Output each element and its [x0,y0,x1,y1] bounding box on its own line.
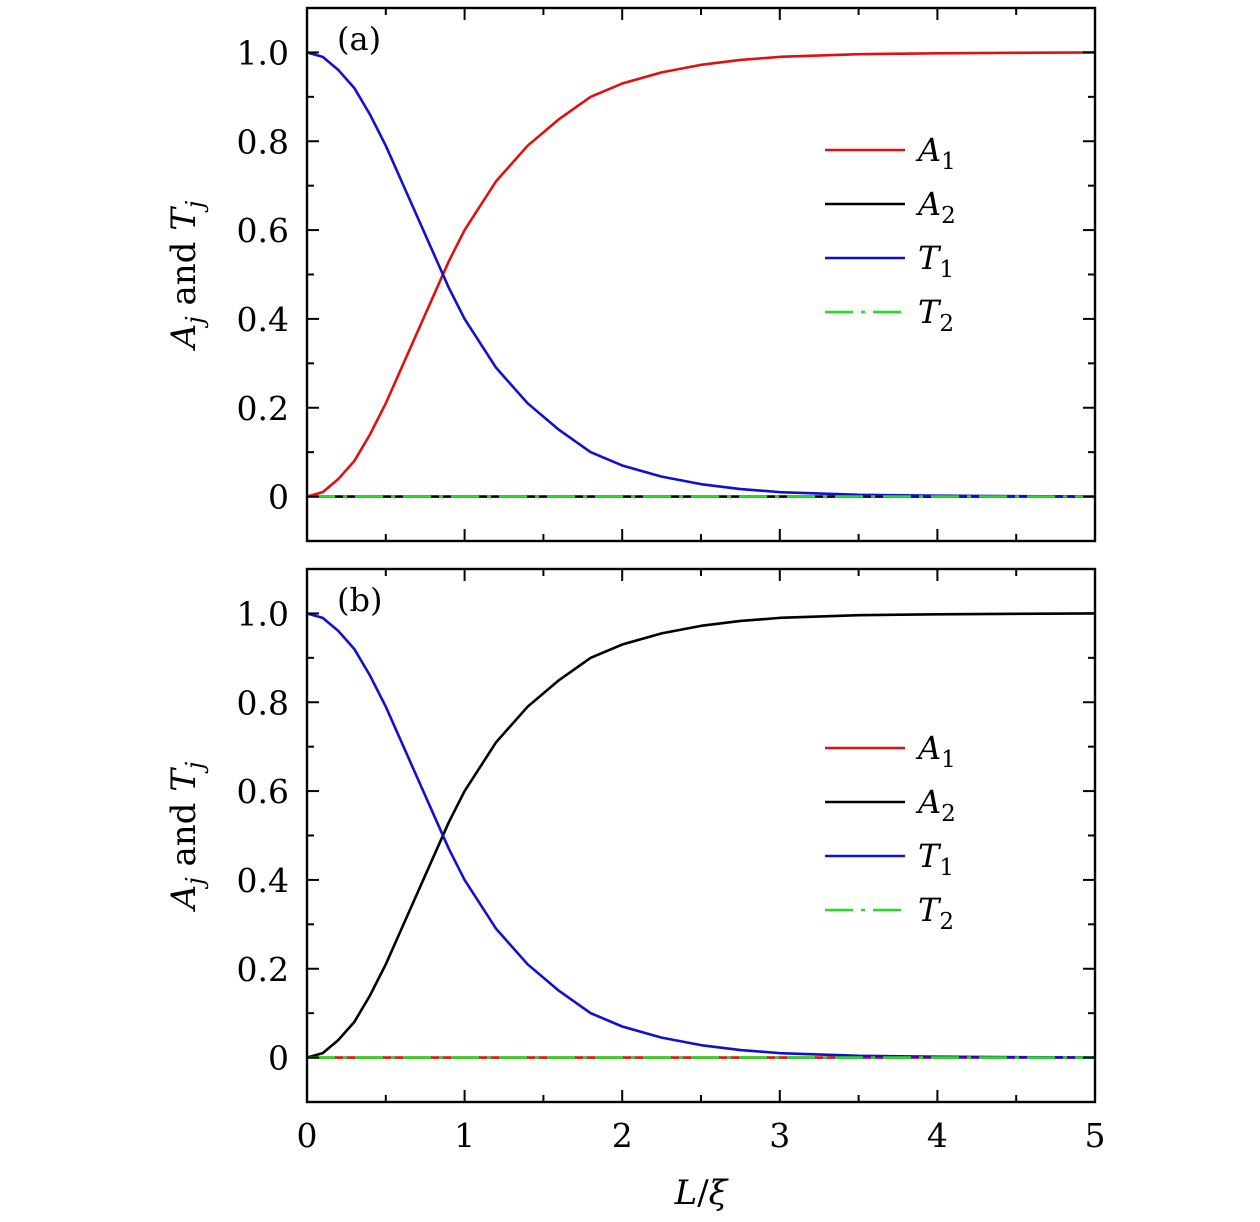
legend-label-sub: 1 [939,257,954,283]
x-axis-label-main: L [674,1173,698,1213]
legend-label-a2: A2 [915,185,956,229]
y-tick-label: 0 [268,1039,289,1078]
x-tick-label: 4 [927,1116,948,1155]
x-tick-label: 2 [612,1116,633,1155]
series-group [307,612,1095,1059]
legend-label-name: T [918,239,942,277]
y-tick-label: 1.0 [237,33,289,72]
y-tick-label: 0.2 [237,950,289,989]
legend-label-sub: 2 [941,801,956,827]
y-axis-label-mid: and [164,792,204,878]
y-tick-label: 0.6 [237,211,289,250]
series-line-t1 [307,51,1095,498]
legend-label-name: A [915,185,941,223]
legend-label-a1: A1 [915,131,956,175]
y-axis-label-main2: T [164,206,204,231]
legend-label-name: A [915,131,941,169]
y-tick-label: 0.4 [237,300,289,339]
y-tick-label: 0.8 [237,683,289,722]
x-tick-label: 3 [769,1116,790,1155]
y-tick-label: 0.2 [237,389,289,428]
legend-label-t1: T1 [918,239,954,283]
x-axis-label-greek: ξ [709,1173,730,1213]
legend-label-sub: 2 [939,311,954,337]
x-tick-label: 5 [1085,1116,1106,1155]
series-group [307,51,1095,498]
legend-label-t1: T1 [918,837,954,881]
y-axis-label-main: A [164,324,204,352]
legend-label-sub: 2 [941,203,956,229]
y-tick-label: 0.6 [237,772,289,811]
panel-label: (b) [337,581,382,619]
legend-label-sub: 1 [939,855,954,881]
series-line-t1 [307,612,1095,1059]
plot-frame [305,6,1097,543]
y-axis-label-main2: T [164,767,204,792]
y-axis-label: Aj and Tj [164,761,209,912]
legend-label-name: T [918,837,942,875]
series-line-a2 [307,612,1095,1059]
legend-label-name: A [915,729,941,767]
legend-label-name: T [918,891,942,929]
series-line-a1 [307,51,1095,498]
legend-label-t2: T2 [918,891,954,935]
y-tick-label: 0.8 [237,122,289,161]
x-tick-label: 0 [297,1116,318,1155]
legend-label-sub: 1 [941,747,956,773]
y-axis-label: Aj and Tj [164,200,209,351]
legend-label-a1: A1 [915,729,956,773]
plot-frame [305,567,1097,1104]
y-axis-label-main: A [164,885,204,913]
panel-label: (a) [337,20,381,58]
legend-label-t2: T2 [918,293,954,337]
y-axis-label-mid: and [164,231,204,317]
y-tick-label: 1.0 [237,594,289,633]
x-axis-label-slash: / [697,1173,709,1213]
y-tick-label: 0 [268,478,289,517]
y-tick-label: 0.4 [237,861,289,900]
x-tick-label: 1 [454,1116,475,1155]
legend-label-name: A [915,783,941,821]
legend-label-a2: A2 [915,783,956,827]
x-axis-label: L/ξ [674,1173,730,1213]
legend-label-name: T [918,293,942,331]
legend-label-sub: 1 [941,149,956,175]
legend-label-sub: 2 [939,909,954,935]
panel-b: 0 1 2 3 4 500.20.40.60.81.0 (b)Aj and Tj A1A2T1… [164,567,1106,1213]
